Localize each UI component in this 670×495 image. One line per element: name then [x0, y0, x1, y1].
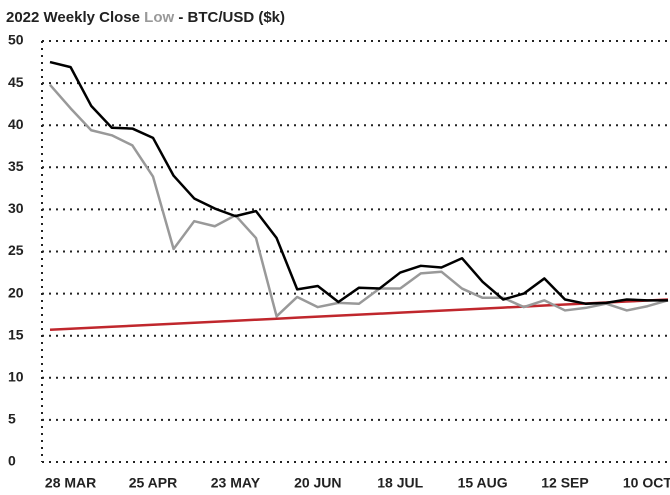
y-tick-label: 0 — [8, 453, 16, 469]
title-prefix: 2022 Weekly — [6, 9, 96, 26]
x-tick-label: 20 JUN — [294, 475, 341, 491]
y-tick-label: 40 — [8, 116, 24, 132]
y-tick-label: 10 — [8, 369, 24, 385]
x-tick-label: 25 APR — [129, 475, 178, 491]
series-line — [49, 60, 668, 305]
series-line — [49, 83, 669, 318]
title-suffix: - BTC/USD ($k) — [178, 9, 285, 26]
x-tick-label: 15 AUG — [458, 475, 508, 491]
trend-line — [49, 298, 669, 332]
y-tick-label: 30 — [8, 200, 24, 216]
y-tick-label: 20 — [8, 284, 24, 300]
y-tick-label: 45 — [8, 74, 24, 90]
y-tick-label: 35 — [8, 158, 24, 174]
x-tick-label: 23 MAY — [211, 475, 261, 491]
x-tick-label: 12 SEP — [541, 475, 588, 491]
legend-low: Low — [144, 9, 174, 26]
y-tick-label: 5 — [8, 411, 16, 427]
x-tick-label: 28 MAR — [45, 475, 96, 491]
x-tick-label: 18 JUL — [377, 475, 423, 491]
x-tick-label: 10 OCT — [623, 475, 670, 491]
y-tick-label: 25 — [8, 242, 24, 258]
y-tick-label: 15 — [8, 326, 24, 342]
chart-title: 2022 Weekly Close Low - BTC/USD ($k) — [6, 9, 285, 26]
y-tick-label: 50 — [8, 32, 24, 48]
legend-close: Close — [99, 9, 140, 26]
